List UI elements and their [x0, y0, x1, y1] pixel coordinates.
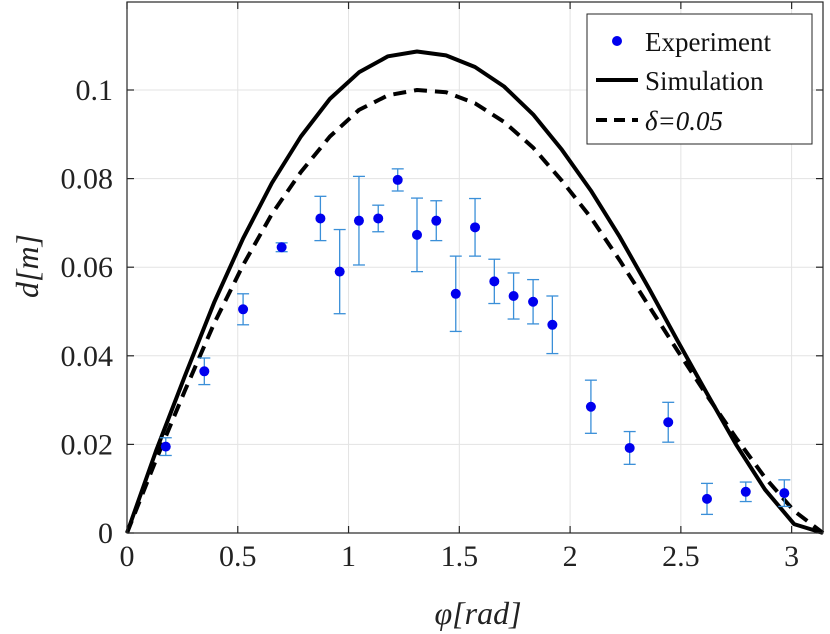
- experiment-point[interactable]: [411, 197, 423, 273]
- experiment-point[interactable]: [372, 204, 385, 233]
- y-tick-label: 0.08: [61, 163, 114, 196]
- experiment-marker: [740, 486, 751, 497]
- experiment-marker: [334, 266, 345, 277]
- experiment-marker: [450, 288, 461, 299]
- experiment-marker: [315, 213, 326, 224]
- experiment-marker: [238, 304, 249, 315]
- legend-simulation-label: Simulation: [645, 66, 764, 96]
- experiment-point[interactable]: [352, 175, 365, 266]
- legend-box: [586, 13, 813, 145]
- experiment-marker: [373, 213, 384, 224]
- x-tick-label: 1: [341, 540, 356, 573]
- experiment-point[interactable]: [662, 401, 675, 443]
- experiment-point[interactable]: [391, 168, 404, 192]
- y-tick-label: 0: [98, 517, 113, 550]
- experiment-point[interactable]: [623, 430, 636, 465]
- x-tick-label: 0.5: [219, 540, 257, 573]
- x-tick-label: 1.5: [441, 540, 479, 573]
- experiment-point[interactable]: [333, 228, 346, 315]
- experiment-marker: [585, 401, 596, 412]
- experiment-marker: [353, 215, 364, 226]
- y-tick-label: 0.04: [61, 340, 114, 373]
- experiment-point[interactable]: [430, 200, 443, 242]
- experiment-point[interactable]: [584, 379, 597, 434]
- experiment-marker: [663, 417, 674, 428]
- experiment-point[interactable]: [237, 293, 250, 326]
- plot-area: [125, 49, 825, 535]
- experiment-point[interactable]: [469, 197, 482, 257]
- experiment-point[interactable]: [546, 295, 559, 355]
- experiment-marker: [431, 215, 442, 226]
- experiment-marker: [547, 319, 558, 330]
- experiment-point[interactable]: [198, 357, 211, 386]
- experiment-marker: [624, 442, 635, 453]
- experiment-point[interactable]: [314, 195, 327, 242]
- experiment-point[interactable]: [275, 242, 288, 253]
- y-axis-title: d[m]: [9, 234, 45, 298]
- experiment-point[interactable]: [449, 255, 462, 333]
- axes: 0 0.5 1 1.5 2 2.5 3 0 0.02 0.04 0.06 0.08 0.1: [61, 1, 824, 573]
- x-tick-label: 0: [120, 540, 135, 573]
- experiment-point[interactable]: [778, 479, 791, 508]
- x-tick-label: 2: [563, 540, 578, 573]
- experiment-marker: [392, 174, 403, 185]
- experiment-point[interactable]: [488, 258, 501, 305]
- experiment-point[interactable]: [701, 482, 713, 516]
- experiment-marker: [412, 229, 422, 240]
- legend-delta-label: δ=0.05: [645, 106, 723, 136]
- delta-curve: [125, 88, 825, 535]
- x-tick-label: 3: [784, 540, 799, 573]
- y-tick-label: 0.1: [76, 74, 114, 107]
- legend-experiment-label: Experiment: [645, 27, 771, 57]
- legend[interactable]: Experiment Simulation δ=0.05: [586, 13, 813, 145]
- experiment-point[interactable]: [159, 437, 172, 457]
- y-tick-label: 0.02: [61, 428, 114, 461]
- y-tick-label: 0.06: [61, 251, 114, 284]
- simulation-curve: [125, 49, 824, 535]
- legend-experiment-marker: [612, 36, 622, 46]
- experiment-marker: [702, 493, 712, 504]
- experiment-marker: [160, 441, 171, 452]
- experiment-marker: [199, 366, 210, 377]
- experiment-point[interactable]: [739, 481, 752, 503]
- experiment-point[interactable]: [507, 272, 520, 320]
- experiment-marker: [528, 296, 539, 307]
- experiment-marker: [276, 242, 287, 253]
- experiment-marker: [779, 488, 790, 499]
- experiment-marker: [508, 290, 519, 301]
- experiment-point[interactable]: [527, 278, 540, 325]
- x-tick-label: 2.5: [662, 540, 700, 573]
- experiment-marker: [489, 276, 500, 287]
- x-axis-title: φ[rad]: [434, 595, 521, 631]
- experiment-marker: [470, 222, 481, 233]
